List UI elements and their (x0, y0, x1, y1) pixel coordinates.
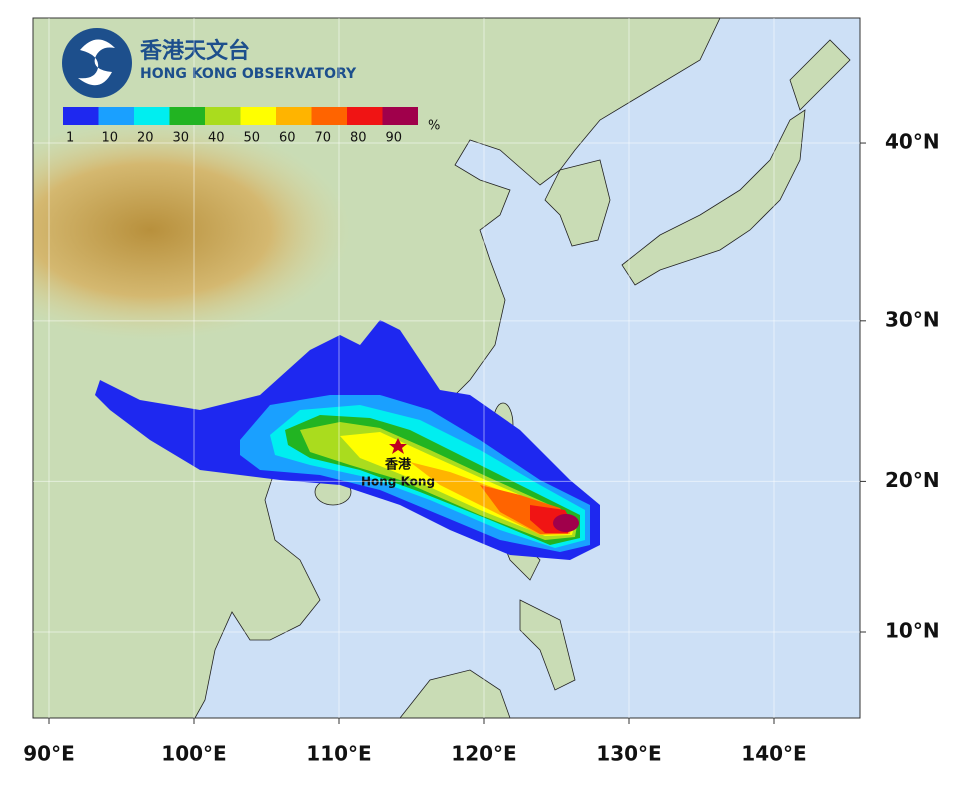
legend-swatch (311, 107, 347, 125)
y-tick-label: 40°N (885, 130, 940, 154)
legend-swatch (205, 107, 241, 125)
x-tick-label: 140°E (741, 742, 806, 766)
legend-swatch (98, 107, 134, 125)
legend-tick-label: 80 (350, 131, 367, 146)
legend-swatch (169, 107, 205, 125)
x-tick-label: 110°E (306, 742, 371, 766)
legend-tick-label: 20 (137, 131, 154, 146)
y-tick-label: 30°N (885, 307, 940, 331)
logo (62, 28, 132, 98)
x-tick-label: 100°E (161, 742, 226, 766)
legend-swatch (134, 107, 170, 125)
legend-swatch (63, 107, 99, 125)
legend-tick-label: 90 (386, 131, 403, 146)
legend-tick-label: 40 (208, 131, 225, 146)
map-frame (32, 17, 861, 719)
x-tick-label: 130°E (596, 742, 661, 766)
legend-tick-label: 50 (244, 131, 261, 146)
x-tick-label: 120°E (451, 742, 516, 766)
x-tick-label: 90°E (23, 742, 75, 766)
legend-tick-label: 70 (315, 131, 332, 146)
legend-swatch (382, 107, 418, 125)
legend-tick-label: 10 (102, 131, 119, 146)
y-tick-label: 20°N (885, 468, 940, 492)
hong-kong-marker (389, 438, 407, 454)
legend-swatch (276, 107, 312, 125)
legend-unit: % (428, 119, 440, 134)
title-en: HONG KONG OBSERVATORY (140, 66, 357, 82)
y-tick-label: 10°N (885, 619, 940, 643)
probability-swath (95, 320, 600, 560)
legend-tick-label: 60 (279, 131, 296, 146)
legend-tick-label: 30 (173, 131, 190, 146)
hk-label-zh: 香港 (384, 457, 412, 473)
legend-swatch (240, 107, 276, 125)
title-zh: 香港天文台 (140, 38, 250, 64)
legend-tick-label: 1 (66, 131, 74, 146)
legend-swatch (347, 107, 383, 125)
